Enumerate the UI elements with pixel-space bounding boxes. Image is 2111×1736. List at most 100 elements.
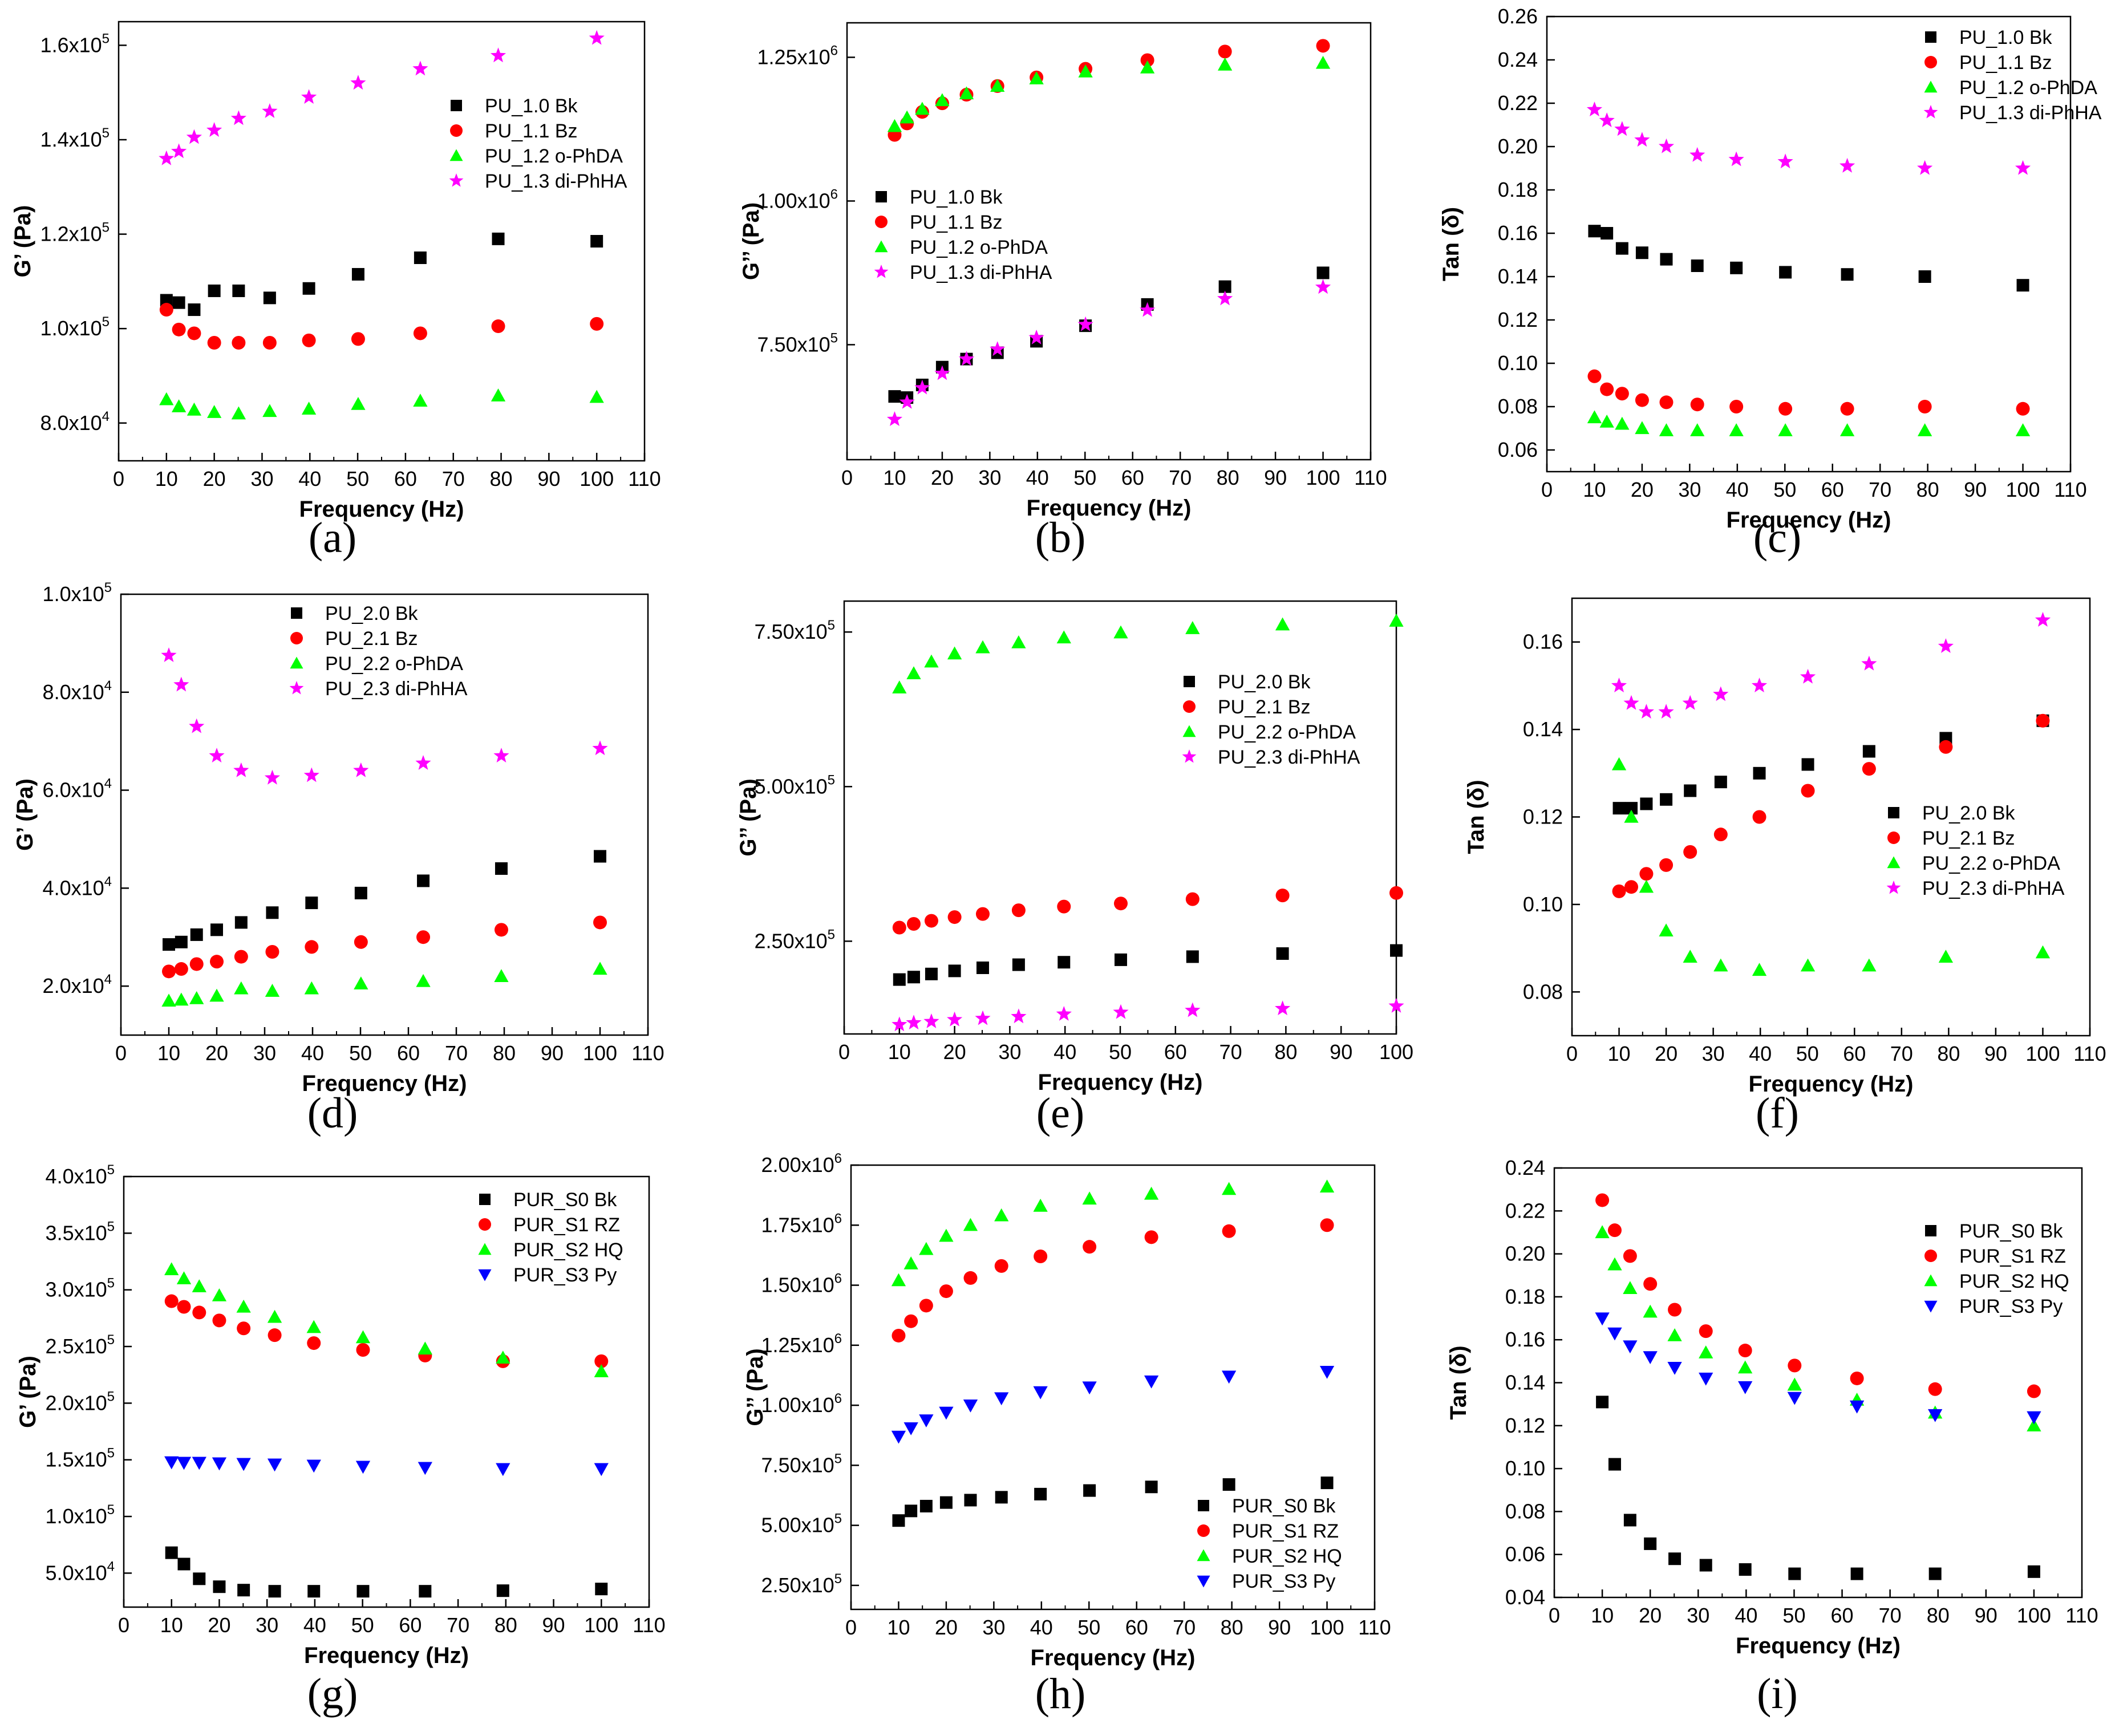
data-point <box>594 1354 609 1368</box>
y-tick-label: 0.16 <box>1505 1328 1545 1351</box>
data-point <box>356 1342 370 1357</box>
data-point <box>176 1457 192 1470</box>
x-tick-label: 70 <box>1869 478 1891 501</box>
y-tick-label: 0.26 <box>1498 5 1538 28</box>
data-point <box>177 1557 191 1571</box>
x-tick-label: 50 <box>1077 1616 1100 1639</box>
y-tick-label: 1.0x105 <box>43 580 112 606</box>
data-point <box>1029 71 1044 84</box>
data-point <box>1185 1002 1201 1017</box>
data-point <box>416 930 431 944</box>
legend-label: PU_1.0 Bk <box>485 95 578 117</box>
data-point <box>1595 1312 1610 1326</box>
legend-label: PUR_S2 HQ <box>1959 1271 2069 1292</box>
y-tick-label: 1.25x106 <box>757 43 838 68</box>
x-tick-label: 40 <box>301 1041 324 1065</box>
x-tick-label: 0 <box>113 467 124 490</box>
x-tick-label: 10 <box>888 1040 911 1064</box>
data-point <box>1659 395 1674 409</box>
data-point <box>1862 745 1875 758</box>
y-tick-label: 7.50x105 <box>757 330 838 356</box>
legend: PU_2.0 Bk PU_2.1 Bz PU_2.2 o-PhDA PU_2.3 di… <box>1182 671 1360 768</box>
data-point <box>190 928 203 941</box>
data-point <box>963 1271 978 1285</box>
legend: PU_2.0 Bk PU_2.1 Bz PU_2.2 o-PhDA PU_2.3 di… <box>1886 802 2065 899</box>
panel-label: (h) <box>1035 1670 1086 1718</box>
data-point <box>1699 1345 1713 1358</box>
series-pu-1-2-o-phda <box>887 55 1331 132</box>
data-point <box>1644 1537 1657 1550</box>
series-pu-1-0-bk <box>160 232 603 317</box>
data-point <box>1728 151 1744 167</box>
data-point <box>2016 279 2029 292</box>
data-point <box>939 1406 954 1420</box>
data-point <box>1841 268 1854 281</box>
data-point <box>919 1242 934 1255</box>
series-pur-s3-py <box>1595 1312 2041 1425</box>
x-tick-label: 110 <box>1354 466 1387 489</box>
legend-marker <box>1182 725 1196 737</box>
data-point <box>1623 695 1639 710</box>
x-tick-label: 90 <box>1330 1040 1352 1064</box>
data-point <box>594 1463 609 1477</box>
data-point <box>212 1313 226 1328</box>
legend-marker <box>1197 1575 1210 1588</box>
data-point <box>351 332 365 346</box>
x-tick-label: 10 <box>1608 1042 1631 1065</box>
data-point <box>494 923 508 937</box>
legend-label: PU_2.0 Bk <box>1218 671 1311 693</box>
y-tick-label: 0.10 <box>1505 1457 1545 1480</box>
x-tick-label: 30 <box>1702 1042 1725 1065</box>
data-point <box>1668 1303 1682 1317</box>
legend-label: PU_2.3 di-PhHA <box>1218 747 1360 768</box>
data-point <box>417 874 430 887</box>
x-tick-label: 110 <box>633 1613 665 1637</box>
x-tick-label: 110 <box>631 1041 664 1065</box>
data-point <box>907 971 920 984</box>
x-tick-label: 50 <box>1773 478 1796 501</box>
data-point <box>159 150 175 165</box>
series-pu-1-1-bz <box>159 303 604 350</box>
data-point <box>1082 1381 1097 1395</box>
y-tick-label: 1.50x106 <box>761 1271 842 1297</box>
data-point <box>1033 1198 1048 1212</box>
y-tick-label: 1.00x106 <box>757 186 838 212</box>
data-point <box>924 914 938 928</box>
data-point <box>171 143 187 159</box>
series-pu-1-0-bk <box>888 266 1330 404</box>
data-point <box>1713 958 1728 972</box>
x-tick-label: 30 <box>256 1613 278 1637</box>
series-pu-2-1-bz <box>1612 713 2050 898</box>
x-tick-label: 110 <box>2073 1042 2106 1065</box>
data-point <box>1861 655 1877 671</box>
data-point <box>975 907 990 921</box>
x-tick-label: 70 <box>1890 1042 1913 1065</box>
x-tick-label: 40 <box>303 1613 326 1637</box>
chart-panel-i: 0 10 20 30 40 50 60 70 80 90 100 110 0.04 0.06 0.08 0.1… <box>1446 1156 2098 1658</box>
data-point <box>208 284 221 297</box>
data-point <box>496 1350 510 1364</box>
data-point <box>1928 1409 1943 1422</box>
data-point <box>207 336 221 350</box>
legend-marker <box>1887 856 1901 869</box>
data-point <box>418 1462 432 1475</box>
data-point <box>888 390 901 403</box>
legend-marker <box>290 656 303 669</box>
series-pu-2-1-bz <box>892 886 1403 935</box>
data-point <box>1614 121 1630 136</box>
x-tick-label: 20 <box>931 466 954 489</box>
data-point <box>1862 762 1876 776</box>
data-point <box>1624 880 1639 894</box>
data-point <box>231 406 246 420</box>
x-tick-label: 10 <box>887 1616 910 1639</box>
data-point <box>948 964 961 977</box>
x-tick-label: 10 <box>160 1613 183 1637</box>
legend-label: PU_1.2 o-PhDA <box>910 237 1048 258</box>
data-point <box>1682 695 1698 710</box>
data-point <box>175 935 188 948</box>
data-point <box>1800 668 1816 684</box>
data-point <box>189 957 204 971</box>
data-point <box>886 411 903 426</box>
data-point <box>959 86 974 100</box>
x-tick-label: 30 <box>978 466 1001 489</box>
